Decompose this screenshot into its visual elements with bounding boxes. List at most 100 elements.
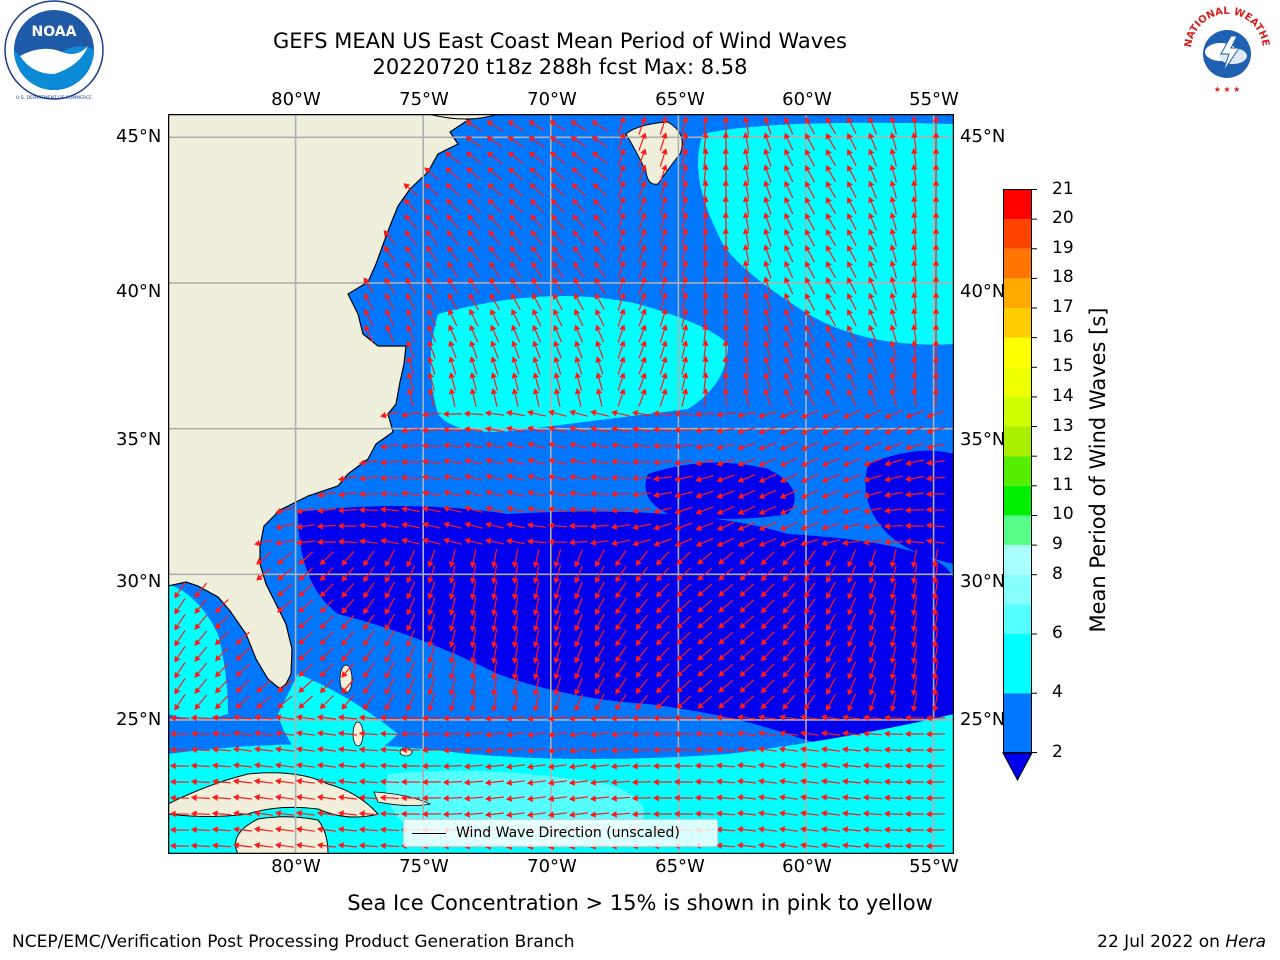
wave-arrow-84 bbox=[722, 163, 730, 184]
wave-arrow-513 bbox=[737, 427, 756, 435]
wave-arrow-336 bbox=[911, 307, 918, 327]
wave-arrow-935 bbox=[889, 629, 897, 648]
wave-arrow-899 bbox=[868, 613, 877, 632]
wave-arrow-630 bbox=[800, 489, 819, 499]
wave-arrow-540 bbox=[737, 442, 756, 451]
wave-arrow-945 bbox=[363, 646, 375, 663]
wave-arrow-1041 bbox=[868, 677, 877, 696]
wave-arrow-809 bbox=[427, 581, 436, 600]
wave-arrow-308 bbox=[911, 291, 918, 311]
wave-arrow-883 bbox=[532, 613, 540, 632]
wave-arrow-296 bbox=[659, 292, 668, 311]
wave-arrow-607 bbox=[317, 491, 336, 499]
wave-arrow-451 bbox=[553, 388, 561, 407]
wave-arrow-1049 bbox=[256, 695, 272, 709]
wave-arrow-49 bbox=[507, 151, 524, 164]
wave-arrow-178 bbox=[488, 230, 502, 246]
wave-arrow-549 bbox=[926, 443, 945, 451]
wave-arrow-1155 bbox=[925, 730, 946, 738]
wave-arrow-640 bbox=[337, 506, 358, 514]
wave-arrow-629 bbox=[779, 489, 798, 499]
wave-arrow-63 bbox=[805, 149, 815, 167]
wave-arrow-423 bbox=[511, 372, 519, 391]
wave-arrow-1368 bbox=[736, 826, 756, 833]
colorbar-tick-label-6: 15 bbox=[1052, 356, 1074, 377]
wave-arrow-220 bbox=[805, 245, 815, 263]
wave-arrow-717 bbox=[589, 539, 609, 546]
wave-arrow-1287 bbox=[589, 795, 609, 802]
wave-arrow-301 bbox=[763, 292, 772, 311]
wave-arrow-186 bbox=[659, 228, 668, 247]
wave-arrow-792 bbox=[782, 566, 796, 582]
wave-arrow-617 bbox=[527, 489, 546, 497]
wave-arrow-1106 bbox=[673, 714, 694, 722]
wave-arrow-1080 bbox=[910, 693, 918, 712]
lon-tick-bottom-70w: 70°W bbox=[527, 856, 577, 877]
wave-arrow-196 bbox=[868, 228, 878, 247]
wave-arrow-850 bbox=[553, 597, 562, 616]
wave-arrow-793 bbox=[804, 566, 816, 583]
wave-arrow-1077 bbox=[847, 693, 857, 712]
wave-arrow-379 bbox=[681, 340, 689, 359]
wave-arrow-373 bbox=[553, 340, 562, 359]
wave-arrow-1384 bbox=[295, 842, 315, 849]
wave-arrow-1048 bbox=[235, 695, 251, 709]
wave-arrow-552 bbox=[400, 458, 421, 466]
wave-arrow-588 bbox=[548, 473, 567, 481]
wave-arrow-542 bbox=[779, 441, 798, 451]
wave-arrow-166 bbox=[805, 213, 815, 231]
wave-arrow-691 bbox=[737, 521, 756, 531]
wave-arrow-1410 bbox=[841, 842, 861, 849]
wave-arrow-116 bbox=[846, 181, 857, 199]
wave-arrow-1146 bbox=[736, 730, 756, 737]
wave-arrow-446 bbox=[448, 388, 456, 407]
wave-arrow-761 bbox=[826, 549, 836, 567]
wave-arrow-1318 bbox=[463, 811, 484, 818]
wave-arrow-1002 bbox=[826, 661, 836, 679]
wave-arrow-1387 bbox=[358, 842, 379, 849]
wave-arrow-1291 bbox=[673, 794, 694, 802]
wave-arrow-1158 bbox=[211, 746, 232, 753]
wave-arrow-298 bbox=[702, 291, 709, 311]
wave-arrow-710 bbox=[443, 537, 462, 545]
wave-arrow-338 bbox=[364, 324, 374, 343]
wave-arrow-344 bbox=[490, 324, 500, 343]
wave-arrow-377 bbox=[638, 340, 647, 359]
wave-arrow-310 bbox=[364, 308, 374, 327]
wave-arrow-246 bbox=[784, 260, 794, 279]
wave-arrow-833 bbox=[932, 580, 939, 601]
wave-arrow-1197 bbox=[253, 762, 273, 769]
wave-arrow-114 bbox=[805, 181, 815, 199]
wave-arrow-223 bbox=[868, 244, 878, 263]
colorbar-bin-1 bbox=[1003, 633, 1032, 694]
wave-arrow-719 bbox=[632, 538, 651, 547]
wave-arrow-940 bbox=[214, 647, 229, 662]
wave-arrow-807 bbox=[384, 581, 395, 599]
wave-arrow-704 bbox=[316, 538, 336, 546]
wave-arrow-800 bbox=[174, 582, 186, 599]
wave-arrow-1093 bbox=[400, 714, 421, 722]
wave-arrow-689 bbox=[695, 521, 714, 531]
wave-arrow-927 bbox=[718, 631, 734, 645]
wave-arrow-197 bbox=[889, 228, 898, 247]
wave-arrow-299 bbox=[722, 291, 730, 312]
wave-arrow-1413 bbox=[904, 842, 925, 850]
wave-arrow-603 bbox=[863, 474, 882, 483]
wave-arrow-50 bbox=[528, 151, 545, 164]
wave-arrow-263 bbox=[552, 277, 564, 295]
wave-arrow-1259 bbox=[778, 778, 798, 785]
wave-arrow-641 bbox=[358, 506, 379, 514]
wave-arrow-510 bbox=[673, 426, 694, 434]
wave-arrow-956 bbox=[594, 645, 605, 664]
wave-arrow-563 bbox=[631, 458, 652, 466]
wave-arrow-818 bbox=[615, 582, 627, 599]
wave-arrow-1204 bbox=[400, 762, 421, 770]
colorbar-bin-9 bbox=[1003, 396, 1032, 427]
wave-arrow-1054 bbox=[363, 694, 375, 711]
wave-arrow-681 bbox=[526, 522, 546, 529]
wave-arrow-1136 bbox=[526, 731, 546, 738]
wave-arrow-352 bbox=[659, 324, 668, 343]
wave-arrow-418 bbox=[406, 372, 414, 391]
wave-arrow-1203 bbox=[379, 762, 400, 770]
wave-arrow-683 bbox=[568, 522, 589, 530]
